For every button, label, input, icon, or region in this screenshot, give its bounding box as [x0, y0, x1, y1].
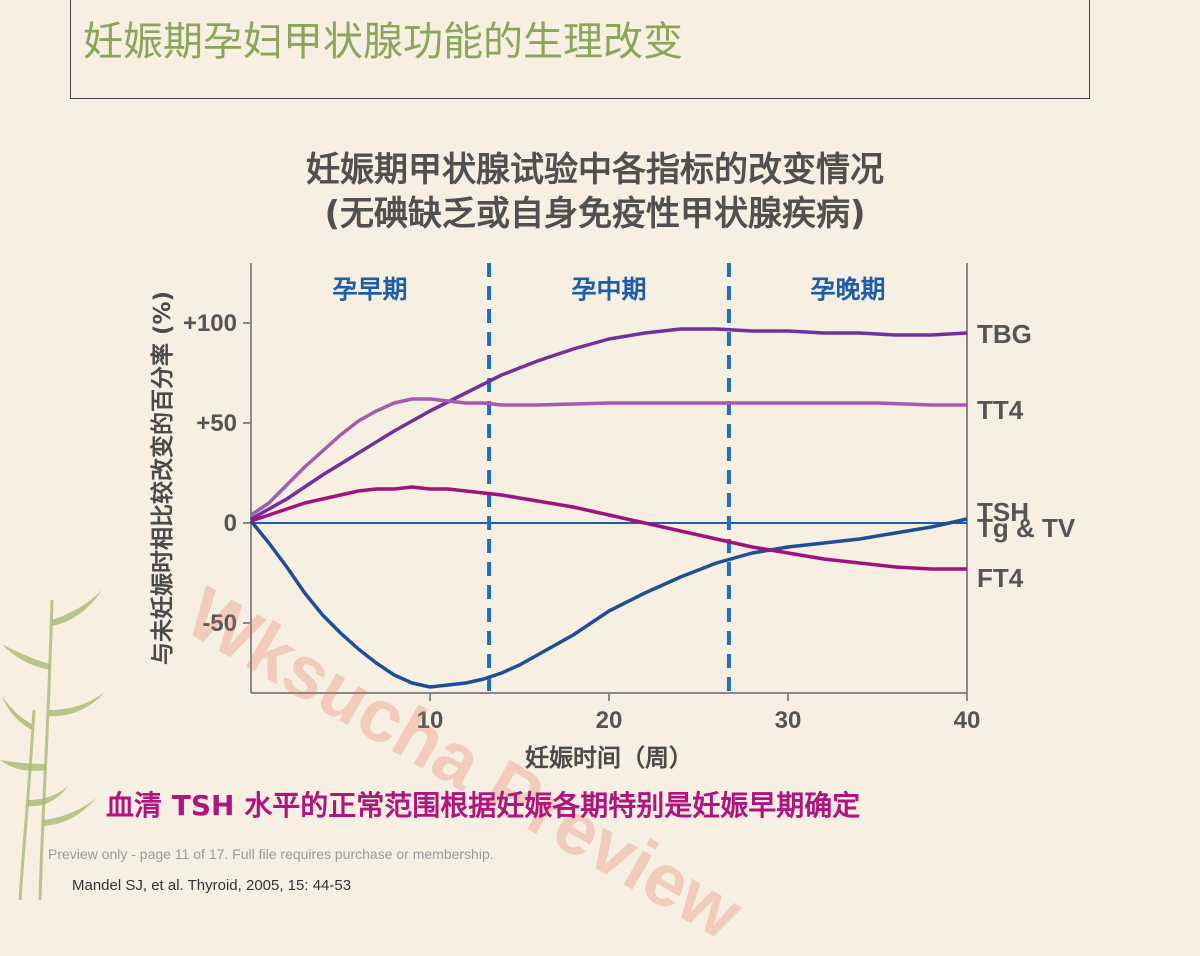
series-label-tt4: TT4 [977, 395, 1024, 425]
period-label: 孕中期 [571, 275, 646, 304]
bamboo-decoration [0, 590, 105, 900]
series-line-ft4 [250, 485, 967, 571]
chart-title-line-2: (无碘缺乏或自身免疫性甲状腺疾病) [324, 194, 866, 234]
y-tick-label: -50 [202, 610, 237, 637]
series-line-tsh [249, 517, 968, 689]
chart-title: 妊娠期甲状腺试验中各指标的改变情况 (无碘缺乏或自身免疫性甲状腺疾病) [190, 148, 1000, 236]
tsh-note: 血清 TSH 水平的正常范围根据妊娠各期特别是妊娠早期确定 [106, 789, 861, 822]
series-label-ft4: FT4 [977, 563, 1024, 593]
series-label-tg-tv: Tg & TV [977, 513, 1076, 543]
thyroid-change-chart: +100 +50 0 -50 10 20 30 40 孕早期 孕中期 孕晚期 TBG TT4 TSH FT4… [149, 263, 1076, 772]
series-label-tbg: TBG [977, 319, 1032, 349]
y-tick-label: 0 [224, 510, 237, 537]
series-line-tt4 [250, 397, 967, 517]
y-tick-label: +100 [183, 310, 237, 337]
x-tick-label: 10 [417, 707, 444, 734]
period-label: 孕早期 [333, 275, 408, 304]
slide-title-box: 妊娠期孕妇甲状腺功能的生理改变 [70, 0, 1090, 99]
slide-title: 妊娠期孕妇甲状腺功能的生理改变 [83, 19, 683, 65]
y-tick-label: +50 [196, 410, 237, 437]
series-label-tsh: TSH [977, 497, 1029, 527]
x-tick-label: 40 [954, 707, 981, 734]
period-label: 孕晚期 [810, 275, 885, 304]
x-axis-label: 妊娠时间（周） [525, 744, 693, 772]
series-line-tbg [250, 327, 968, 521]
x-tick-label: 20 [596, 707, 623, 734]
x-tick-label: 30 [775, 707, 802, 734]
preview-notice: Preview only - page 11 of 17. Full file … [48, 846, 494, 862]
citation: Mandel SJ, et al. Thyroid, 2005, 15: 44-… [72, 877, 352, 894]
y-axis-label: 与未妊娠时相比较改变的百分率 (%) [149, 291, 176, 665]
chart-title-line-1: 妊娠期甲状腺试验中各指标的改变情况 [306, 150, 884, 190]
